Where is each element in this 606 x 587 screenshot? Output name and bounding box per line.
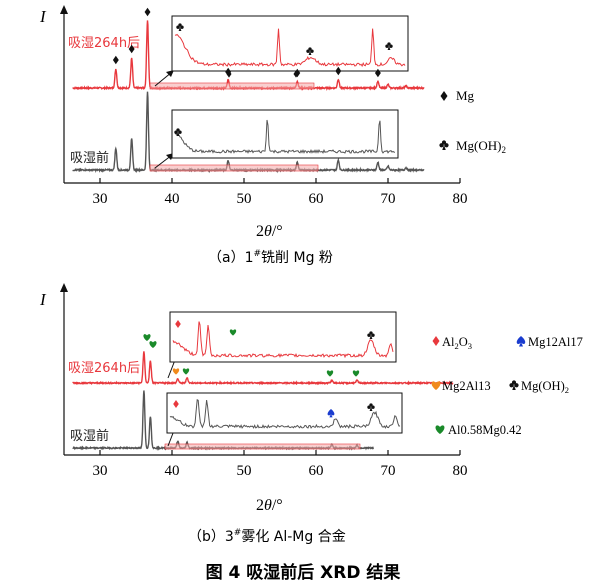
panel-b-x-tick-label-60: 60 — [309, 463, 324, 479]
panel-a-x-tick-label-70: 70 — [381, 191, 396, 207]
panel-a-subcaption: （a）1#铣削 Mg 粉 — [208, 249, 333, 266]
panel-a-highlight-after — [149, 82, 315, 90]
panel-b-inset-after — [169, 311, 397, 363]
panel-a-x-tick-label-60: 60 — [309, 191, 324, 207]
panel-a-label-before: 吸湿前 — [70, 150, 109, 166]
panel-b: I 30 40 50 60 70 80 吸湿264h后 吸湿前 Al2O3 Mg12Al1… — [39, 283, 583, 545]
panel-a-inset-before-curve — [174, 119, 396, 154]
panel-a: I 30 40 50 60 70 80 吸湿264h后 吸湿前 Mg Mg(OH)2 2θ… — [39, 5, 506, 266]
panel-b-x-tick-label-50: 50 — [237, 463, 252, 479]
panel-a-x-tick-label-40: 40 — [165, 191, 180, 207]
panel-b-marker-green-5 — [352, 370, 360, 377]
panel-b-legend-mg12al17: Mg12Al17 — [528, 335, 583, 349]
panel-a-y-arrow — [60, 5, 68, 14]
panel-a-x-tick-label-50: 50 — [237, 191, 252, 207]
panel-a-inset-diamond-1 — [226, 70, 232, 78]
panel-a-inset-before — [171, 109, 399, 159]
panel-a-inset-after-curve — [174, 28, 406, 68]
panel-a-marker-mg-5 — [335, 66, 342, 76]
panel-a-legend-mg: Mg — [456, 88, 475, 103]
panel-a-label-after: 吸湿264h后 — [68, 36, 140, 51]
panel-a-highlight-before — [149, 164, 319, 172]
panel-b-inset-green-1 — [229, 329, 237, 336]
panel-b-inset-after-curve — [172, 321, 394, 359]
panel-b-y-arrow — [60, 283, 68, 292]
panel-b-legend-green-heart — [435, 425, 445, 434]
panel-a-legend-mgoh2: Mg(OH)2 — [456, 138, 506, 155]
panel-b-legend-mg2al13: Mg2Al13 — [442, 379, 491, 393]
panel-b-zoom-line-a — [167, 359, 176, 379]
panel-a-xlabel: 2θ/° — [256, 223, 283, 240]
panel-a-marker-mg-6 — [374, 68, 381, 78]
panel-a-x-tick-label-30: 30 — [93, 191, 108, 207]
panel-b-marker-green-1 — [143, 334, 151, 341]
panel-a-legend-club — [439, 140, 449, 150]
panel-b-inset-red-diamond-1 — [175, 320, 181, 328]
panel-b-legend-al2o3: Al2O3 — [442, 335, 472, 351]
panel-b-inset-club-1 — [367, 331, 375, 339]
panel-b-marker-green-3 — [182, 368, 190, 375]
panel-b-inset-red-diamond-2 — [173, 400, 179, 408]
panel-b-legend-almg: Al0.58Mg0.42 — [448, 423, 522, 437]
panel-a-marker-mg-2 — [144, 7, 151, 17]
panel-b-label-after: 吸湿264h后 — [68, 361, 140, 376]
panel-b-series-after — [72, 351, 454, 386]
panel-b-ylabel: I — [39, 290, 47, 309]
panel-a-inset-club-3 — [385, 42, 393, 50]
panel-b-legend-mgoh2: Mg(OH)2 — [521, 379, 569, 395]
panel-b-xlabel: 2θ/° — [256, 497, 283, 514]
panel-a-legend: Mg Mg(OH)2 — [439, 88, 506, 155]
panel-b-legend-club — [509, 380, 519, 390]
panel-b-marker-green-2 — [149, 341, 157, 348]
panel-b-inset-before-curve — [169, 399, 401, 429]
panel-b-marker-orange-1 — [172, 368, 180, 375]
panel-a-arrowhead-after — [166, 70, 174, 77]
panel-a-x-tick-label-80: 80 — [453, 191, 468, 207]
panel-b-x-tick-label-30: 30 — [93, 463, 108, 479]
panel-b-legend-orange-heart — [431, 381, 441, 390]
panel-b-legend-spade — [516, 336, 526, 347]
panel-b-inset-blue-spade — [327, 409, 335, 418]
figure-caption: 图 4 吸湿前后 XRD 结果 — [206, 562, 401, 583]
panel-a-inset-after — [171, 15, 409, 72]
panel-b-inset-club-2 — [367, 403, 375, 411]
panel-b-highlight — [164, 443, 361, 450]
panel-b-legend: Al2O3 Mg12Al17 Mg2Al13 Mg(OH)2 Al0.58Mg0… — [431, 335, 583, 437]
panel-b-x-tick-label-80: 80 — [453, 463, 468, 479]
panel-a-inset-diamond-2 — [293, 70, 299, 78]
panel-a-marker-mg-1 — [128, 44, 135, 54]
panel-a-marker-mg-0 — [112, 55, 119, 65]
panel-a-inset-club-1 — [176, 23, 184, 31]
panel-b-legend-diamond — [432, 336, 440, 346]
panel-a-inset-club-2 — [306, 47, 314, 55]
panel-b-x-tick-label-70: 70 — [381, 463, 396, 479]
panel-a-inset-club-4 — [174, 128, 182, 136]
panel-b-x-tick-label-40: 40 — [165, 463, 180, 479]
panel-a-legend-diamond — [440, 91, 448, 101]
panel-b-label-before: 吸湿前 — [70, 428, 109, 444]
panel-b-marker-green-4 — [326, 370, 334, 377]
panel-a-ylabel: I — [39, 7, 47, 26]
panel-b-subcaption: （b）3#雾化 Al-Mg 合金 — [188, 528, 346, 545]
